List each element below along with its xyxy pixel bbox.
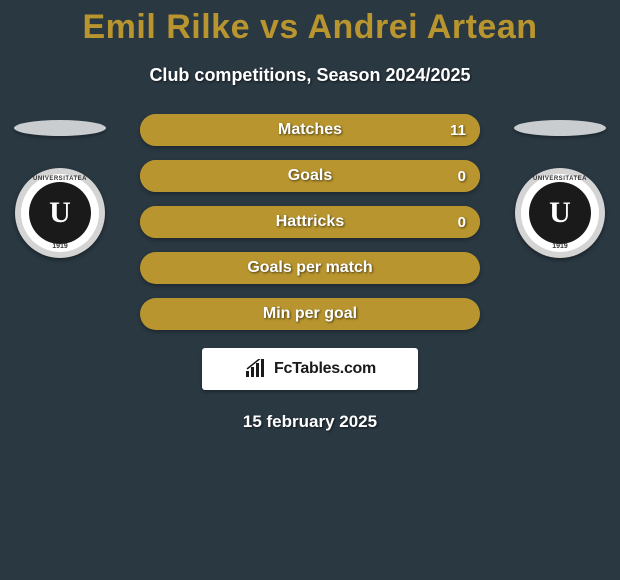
left-player-column: UNIVERSITATEA U 1919 [14, 114, 106, 258]
stat-bar: Goals 0 [140, 160, 480, 192]
club-logo-left: UNIVERSITATEA U 1919 [15, 168, 105, 258]
chart-icon [244, 359, 268, 379]
stat-value-right: 0 [458, 168, 466, 185]
stat-bar: Hattricks 0 [140, 206, 480, 238]
club-year-left: 1919 [15, 243, 105, 250]
snapshot-date: 15 february 2025 [0, 412, 620, 432]
comparison-subtitle: Club competitions, Season 2024/2025 [0, 65, 620, 86]
club-year-right: 1919 [515, 243, 605, 250]
watermark-badge: FcTables.com [202, 348, 418, 390]
stats-bars: Matches 11 Goals 0 Hattricks 0 Goals per match… [140, 114, 480, 330]
stat-value-right: 0 [458, 214, 466, 231]
player-shadow-right [514, 120, 606, 136]
right-player-column: UNIVERSITATEA U 1919 [514, 114, 606, 258]
club-logo-letter-left: U [29, 182, 91, 244]
stat-bar: Goals per match [140, 252, 480, 284]
club-logo-letter-right: U [529, 182, 591, 244]
stat-label: Min per goal [263, 305, 357, 323]
comparison-title: Emil Rilke vs Andrei Artean [0, 0, 620, 47]
stat-label: Goals [288, 167, 332, 185]
stat-label: Matches [278, 121, 342, 139]
club-logo-right: UNIVERSITATEA U 1919 [515, 168, 605, 258]
stat-label: Hattricks [276, 213, 344, 231]
watermark-text: FcTables.com [274, 360, 376, 378]
player-shadow-left [14, 120, 106, 136]
stat-bar: Min per goal [140, 298, 480, 330]
stat-bar: Matches 11 [140, 114, 480, 146]
content-area: UNIVERSITATEA U 1919 UNIVERSITATEA U 191… [0, 114, 620, 432]
stat-label: Goals per match [247, 259, 372, 277]
stat-value-right: 11 [450, 122, 466, 139]
